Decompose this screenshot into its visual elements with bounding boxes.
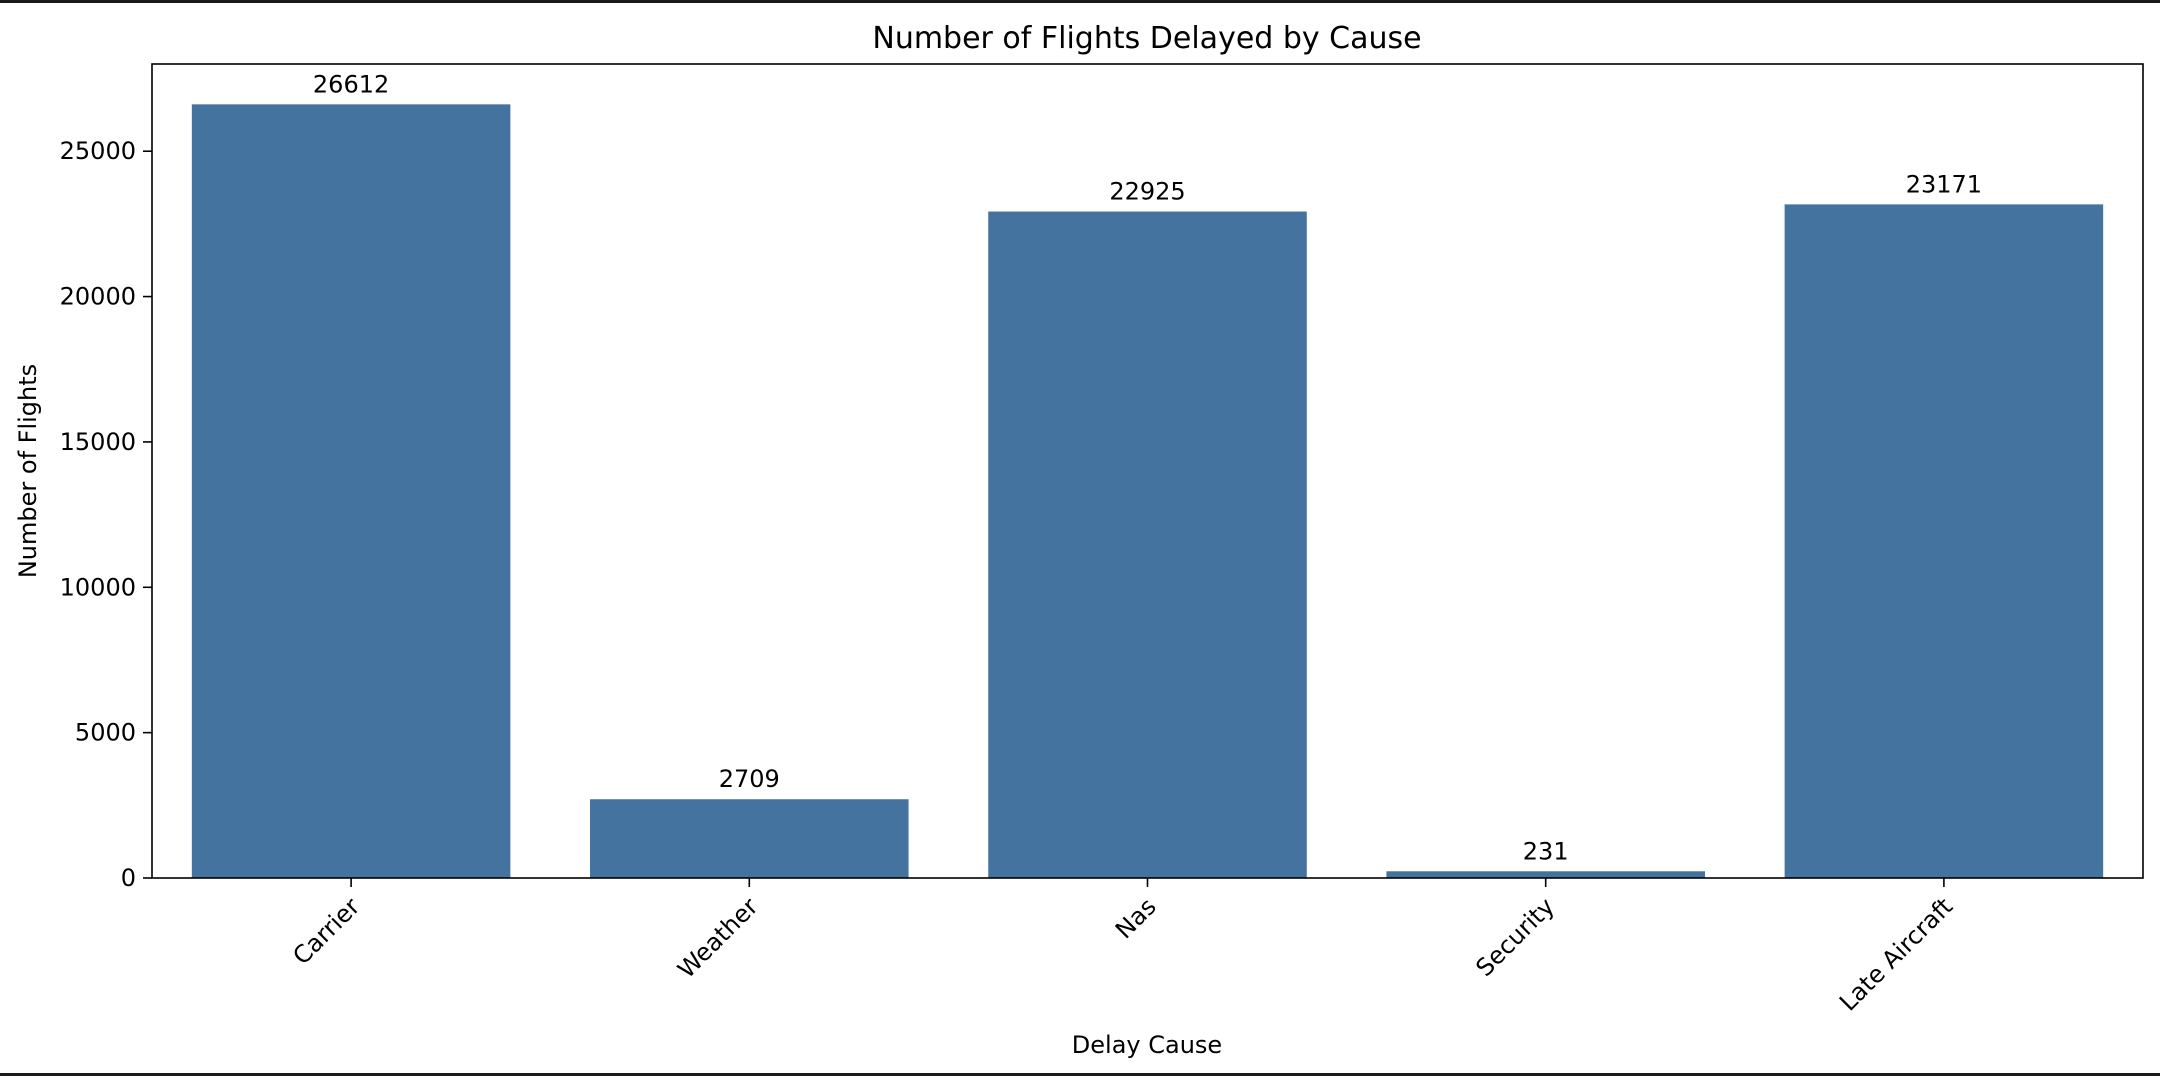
data-label-security: 231 [1523,837,1569,865]
x-tick-label-late-aircraft: Late Aircraft [1834,892,1958,1016]
bar-weather [590,799,909,878]
x-tick-label-carrier: Carrier [288,892,366,970]
x-axis-ticks: Carrier Weather Nas Security Late Aircraft [288,878,1958,1017]
bar-nas [988,211,1307,879]
data-label-nas: 22925 [1109,178,1185,206]
y-tick-label: 20000 [60,283,136,311]
plot-area-frame [151,63,2144,879]
y-tick-label: 5000 [75,719,136,747]
y-tick-label: 10000 [60,573,136,601]
data-labels-layer: 26612 2709 22925 231 23171 [313,70,1982,865]
x-tick-label-weather: Weather [672,892,763,983]
chart-title: Number of Flights Delayed by Cause [872,21,1421,56]
data-label-late-aircraft: 23171 [1906,170,1982,198]
x-axis-label: Delay Cause [1072,1031,1222,1059]
y-tick-label: 0 [121,864,136,892]
y-tick-label: 25000 [60,137,136,165]
bar-security [1386,871,1705,878]
data-label-carrier: 26612 [313,70,389,98]
bar-late-aircraft [1784,204,2104,878]
bars-layer [191,104,2104,879]
x-tick-label-nas: Nas [1110,892,1162,944]
y-axis-label: Number of Flights [14,364,42,578]
x-tick-label-security: Security [1470,892,1559,981]
bar-chart: Number of Flights Delayed by Cause 26612… [14,21,2144,1059]
bar-carrier [191,104,511,879]
y-axis-ticks: 0 5000 10000 15000 20000 25000 [60,137,152,892]
data-label-weather: 2709 [719,765,780,793]
y-tick-label: 15000 [60,428,136,456]
